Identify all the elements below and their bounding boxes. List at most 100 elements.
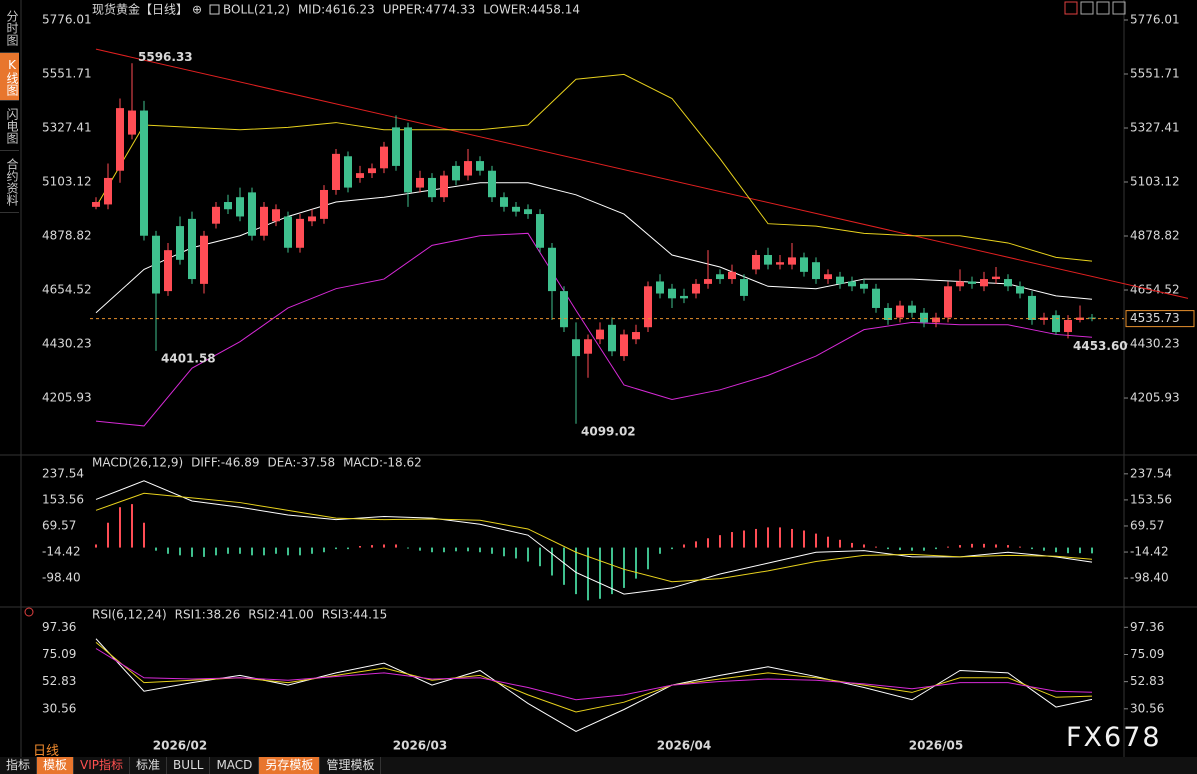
legend-entry: RSI2:41.00 — [248, 608, 314, 622]
candle-body — [836, 276, 844, 284]
tool-tab[interactable]: 另存模板 — [259, 757, 321, 774]
y-tick-label: 5103.12 — [42, 175, 92, 189]
candle-body — [368, 168, 376, 174]
candle-body — [752, 254, 760, 270]
candle-body — [536, 214, 544, 248]
macd-bar — [611, 547, 613, 595]
icon[interactable] — [1112, 1, 1126, 15]
macd-bar — [503, 547, 505, 557]
macd-bar — [95, 544, 97, 548]
macd-bar — [1055, 547, 1057, 553]
macd-bar — [743, 530, 745, 548]
candle-body — [920, 312, 928, 323]
indicator-icon — [209, 4, 220, 15]
icon[interactable] — [1064, 1, 1078, 15]
macd-bar — [311, 547, 313, 554]
indicator-line — [95, 182, 1093, 314]
candle-body — [356, 173, 364, 178]
candle-body — [596, 329, 604, 340]
candle-body — [860, 283, 868, 289]
high-label: 5596.33 — [138, 50, 193, 64]
rsi-icon[interactable] — [24, 607, 34, 617]
y-tick-label: 153.56 — [1130, 492, 1172, 506]
macd-bar — [851, 542, 853, 548]
sidebar-tab[interactable]: K线图 — [0, 53, 19, 101]
y-tick-label: 97.36 — [1130, 620, 1164, 634]
panel-title: RSI(6,12,24) — [92, 608, 167, 622]
candle-body — [200, 235, 208, 284]
add-icon: ⊕ — [192, 3, 202, 17]
candle-body — [1088, 317, 1096, 319]
last-price-label: 4535.73 — [1130, 311, 1180, 325]
y-tick-label: 5103.12 — [1130, 175, 1180, 189]
candle-body — [1052, 315, 1060, 333]
tool-tab[interactable]: 管理模板 — [320, 757, 382, 774]
sidebar-tab[interactable]: 分时图 — [0, 3, 19, 53]
legend-entry: UPPER:4774.33 — [383, 3, 475, 17]
tool-tab[interactable]: MACD — [210, 757, 260, 774]
candle-body — [776, 262, 784, 265]
period-label[interactable]: 日线 — [33, 744, 60, 759]
tool-tab[interactable]: 标准 — [130, 757, 168, 774]
macd-bar — [755, 528, 757, 548]
tool-tab[interactable]: VIP指标 — [74, 757, 131, 774]
candle-body — [716, 274, 724, 280]
window-icons[interactable] — [1064, 1, 1126, 15]
y-tick-label: 97.36 — [42, 620, 76, 634]
macd-bar — [167, 547, 169, 554]
candle-body — [176, 226, 184, 260]
macd-bar — [1079, 547, 1081, 554]
macd-bar — [527, 547, 529, 562]
y-tick-label: 4205.93 — [42, 391, 92, 405]
candle-body — [464, 161, 472, 176]
macd-bar — [719, 535, 721, 548]
sidebar-tab[interactable]: 合约资料 — [0, 151, 19, 213]
candle-body — [788, 257, 796, 265]
candle-body — [452, 165, 460, 181]
macd-bar — [179, 547, 181, 556]
macd-bar — [971, 543, 973, 548]
macd-bar — [359, 546, 361, 548]
last-price-box — [1125, 310, 1195, 328]
candle-body — [296, 218, 304, 248]
sidebar-tab[interactable]: 闪电图 — [0, 101, 19, 151]
x-tick-label: 2026/05 — [909, 739, 963, 753]
macd-bar — [815, 533, 817, 548]
low-label: 4453.60 — [1073, 339, 1128, 353]
macd-bar — [995, 544, 997, 548]
y-tick-label: 69.57 — [42, 518, 76, 532]
candle-body — [332, 153, 340, 190]
macd-bar — [1043, 547, 1045, 551]
candle-body — [428, 177, 436, 198]
y-tick-label: 4654.52 — [1130, 283, 1180, 297]
candle-body — [260, 206, 268, 236]
tool-tab[interactable]: 模板 — [37, 757, 75, 774]
macd-bar — [443, 547, 445, 553]
indicator-line — [95, 642, 1093, 713]
icon[interactable] — [1096, 1, 1110, 15]
macd-bar — [767, 527, 769, 548]
y-tick-label: 4430.23 — [1130, 337, 1180, 351]
candle-body — [512, 206, 520, 212]
tool-tab[interactable]: BULL — [167, 757, 211, 774]
macd-bar — [887, 547, 889, 550]
candle-body — [956, 281, 964, 287]
candle-body — [404, 127, 412, 193]
macd-bar — [827, 536, 829, 548]
macd-bar — [251, 547, 253, 556]
macd-bar — [791, 528, 793, 548]
macd-bar — [563, 547, 565, 585]
macd-bar — [1031, 547, 1033, 550]
macd-bar — [215, 547, 217, 556]
macd-bar — [287, 547, 289, 556]
icon[interactable] — [1080, 1, 1094, 15]
macd-bar — [371, 545, 373, 548]
y-tick-label: 52.83 — [42, 674, 76, 688]
y-tick-label: 5776.01 — [42, 12, 92, 26]
candle-body — [824, 274, 832, 280]
macd-bar — [875, 546, 877, 548]
macd-bar — [911, 547, 913, 551]
candle-body — [1016, 286, 1024, 294]
tool-tab[interactable]: 指标 — [0, 757, 38, 774]
macd-bar — [419, 547, 421, 551]
